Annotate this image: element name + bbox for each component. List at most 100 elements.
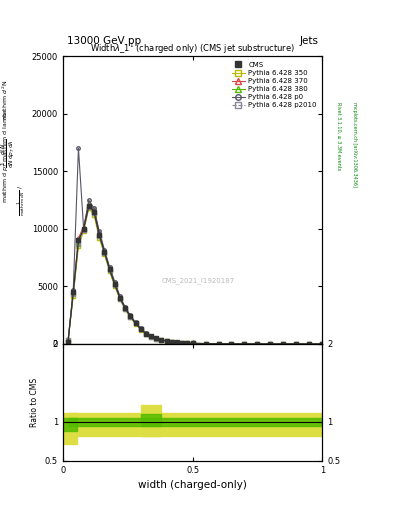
Pythia 6.428 370 [92, 206, 96, 212]
Pythia 6.428 p0 [320, 341, 325, 347]
Pythia 6.428 370 [229, 341, 234, 347]
Pythia 6.428 p2010 [255, 341, 260, 347]
Line: Pythia 6.428 p0: Pythia 6.428 p0 [66, 146, 324, 346]
Text: Jets: Jets [299, 35, 318, 46]
Pythia 6.428 p0 [159, 337, 164, 343]
CMS [255, 341, 260, 347]
Pythia 6.428 p0 [180, 340, 185, 346]
Pythia 6.428 p0 [154, 335, 159, 342]
Pythia 6.428 380 [123, 306, 127, 312]
Pythia 6.428 p2010 [123, 306, 127, 312]
Pythia 6.428 380 [66, 337, 70, 344]
Pythia 6.428 p2010 [102, 250, 107, 256]
CMS [185, 340, 190, 346]
Line: Pythia 6.428 370: Pythia 6.428 370 [66, 202, 324, 346]
Pythia 6.428 p0 [81, 226, 86, 232]
Pythia 6.428 p2010 [112, 282, 117, 288]
Pythia 6.428 370 [169, 339, 174, 345]
Pythia 6.428 380 [143, 331, 148, 337]
Pythia 6.428 380 [169, 339, 174, 345]
Pythia 6.428 p0 [128, 312, 133, 318]
Pythia 6.428 p0 [92, 205, 96, 211]
Pythia 6.428 p2010 [164, 338, 169, 344]
Pythia 6.428 350 [71, 292, 75, 298]
Pythia 6.428 350 [97, 235, 101, 241]
Pythia 6.428 380 [71, 290, 75, 296]
CMS [143, 331, 148, 337]
Pythia 6.428 380 [149, 333, 153, 339]
Pythia 6.428 p2010 [71, 291, 75, 297]
Y-axis label: Ratio to CMS: Ratio to CMS [30, 378, 39, 427]
Pythia 6.428 p2010 [149, 334, 153, 340]
CMS [294, 341, 299, 347]
Pythia 6.428 350 [164, 338, 169, 344]
Pythia 6.428 350 [255, 341, 260, 347]
Pythia 6.428 350 [81, 228, 86, 234]
Pythia 6.428 p2010 [66, 337, 70, 343]
Pythia 6.428 370 [102, 248, 107, 254]
Pythia 6.428 p0 [169, 339, 174, 345]
Pythia 6.428 370 [268, 341, 273, 347]
CMS [216, 340, 221, 347]
Text: Rivet 3.1.10, ≥ 3.3M events: Rivet 3.1.10, ≥ 3.3M events [336, 102, 341, 170]
Pythia 6.428 380 [118, 295, 122, 302]
Pythia 6.428 380 [154, 335, 159, 342]
CMS [180, 340, 185, 346]
Pythia 6.428 p2010 [307, 341, 312, 347]
CMS [133, 320, 138, 326]
Pythia 6.428 350 [92, 212, 96, 218]
Pythia 6.428 370 [112, 280, 117, 286]
CMS [81, 226, 86, 232]
Line: Pythia 6.428 350: Pythia 6.428 350 [66, 206, 324, 346]
Pythia 6.428 370 [71, 288, 75, 294]
CMS [229, 341, 234, 347]
CMS [242, 341, 247, 347]
Pythia 6.428 350 [242, 341, 247, 347]
Text: mathrm $d^2$N: mathrm $d^2$N [1, 79, 11, 120]
Pythia 6.428 370 [97, 229, 101, 236]
Pythia 6.428 p2010 [118, 296, 122, 302]
Pythia 6.428 380 [97, 230, 101, 237]
CMS [92, 208, 96, 215]
CMS [281, 341, 286, 347]
CMS [174, 339, 179, 346]
Pythia 6.428 p2010 [169, 339, 174, 345]
Text: mathrm d $p_T$ mathrm d lamb: mathrm d $p_T$ mathrm d lamb [1, 111, 10, 203]
Pythia 6.428 370 [154, 335, 159, 342]
CMS [149, 333, 153, 339]
Pythia 6.428 p0 [229, 341, 234, 347]
CMS [128, 313, 133, 319]
Pythia 6.428 p0 [185, 340, 190, 346]
Pythia 6.428 p0 [203, 340, 208, 347]
CMS [86, 203, 91, 209]
CMS [169, 339, 174, 345]
CMS [138, 326, 143, 332]
Pythia 6.428 350 [159, 337, 164, 343]
Line: Pythia 6.428 380: Pythia 6.428 380 [66, 203, 324, 346]
Pythia 6.428 350 [268, 341, 273, 347]
Pythia 6.428 380 [216, 340, 221, 347]
Pythia 6.428 p2010 [281, 341, 286, 347]
Pythia 6.428 380 [107, 267, 112, 273]
Pythia 6.428 p0 [97, 228, 101, 234]
Pythia 6.428 p2010 [174, 339, 179, 346]
Pythia 6.428 p2010 [133, 321, 138, 327]
CMS [123, 305, 127, 311]
Pythia 6.428 350 [229, 341, 234, 347]
Pythia 6.428 p2010 [203, 340, 208, 347]
CMS [159, 337, 164, 343]
Pythia 6.428 p2010 [86, 204, 91, 210]
Pythia 6.428 p2010 [143, 331, 148, 337]
Pythia 6.428 p2010 [268, 341, 273, 347]
Pythia 6.428 370 [294, 341, 299, 347]
CMS [76, 238, 81, 244]
Pythia 6.428 380 [242, 341, 247, 347]
Text: CMS_2021_I1920187: CMS_2021_I1920187 [161, 278, 234, 284]
Pythia 6.428 350 [203, 340, 208, 347]
Pythia 6.428 350 [133, 321, 138, 327]
Pythia 6.428 350 [185, 340, 190, 346]
Pythia 6.428 p0 [255, 341, 260, 347]
CMS [66, 338, 70, 345]
Pythia 6.428 370 [216, 340, 221, 347]
Pythia 6.428 370 [203, 340, 208, 347]
